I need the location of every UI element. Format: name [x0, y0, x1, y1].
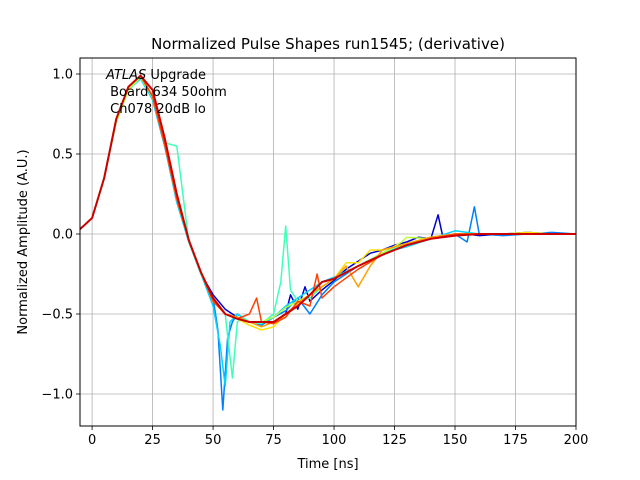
x-tick-label: 200 [564, 433, 589, 448]
x-tick-label: 125 [382, 433, 407, 448]
x-tick-label: 0 [88, 433, 96, 448]
y-tick-label: 0.5 [52, 148, 73, 163]
annotation-line2: Board 634 50ohm [106, 85, 227, 100]
x-tick-label: 75 [265, 433, 282, 448]
annotation: ATLAS Upgrade Board 634 50ohm Ch078 20dB… [105, 68, 227, 117]
x-tick-label: 150 [443, 433, 468, 448]
x-tick-label: 25 [144, 433, 161, 448]
y-tick-label: −0.5 [41, 308, 73, 323]
annotation-upgrade: Upgrade [146, 68, 206, 83]
y-axis: −1.0 −0.5 0.0 0.5 1.0 [41, 68, 80, 403]
plot-area [79, 74, 577, 411]
x-tick-label: 50 [205, 433, 222, 448]
x-tick-label: 175 [503, 433, 528, 448]
chart-title: Normalized Pulse Shapes run1545; (deriva… [151, 35, 505, 53]
annotation-atlas: ATLAS [105, 68, 146, 83]
y-tick-label: −1.0 [41, 388, 73, 403]
axes-frame [79, 57, 577, 427]
x-axis: 0 25 50 75 100 125 150 175 200 [88, 426, 588, 448]
annotation-line1: ATLAS Upgrade [105, 68, 206, 83]
annotation-line3: Ch078 20dB lo [106, 102, 206, 117]
y-axis-label: Normalized Amplitude (A.U.) [16, 149, 31, 334]
x-axis-label: Time [ns] [296, 457, 358, 472]
y-tick-label: 1.0 [52, 68, 73, 83]
series-line-9 [79, 74, 576, 323]
grid [80, 58, 577, 426]
y-tick-label: 0.0 [52, 228, 73, 243]
x-tick-label: 100 [322, 433, 347, 448]
